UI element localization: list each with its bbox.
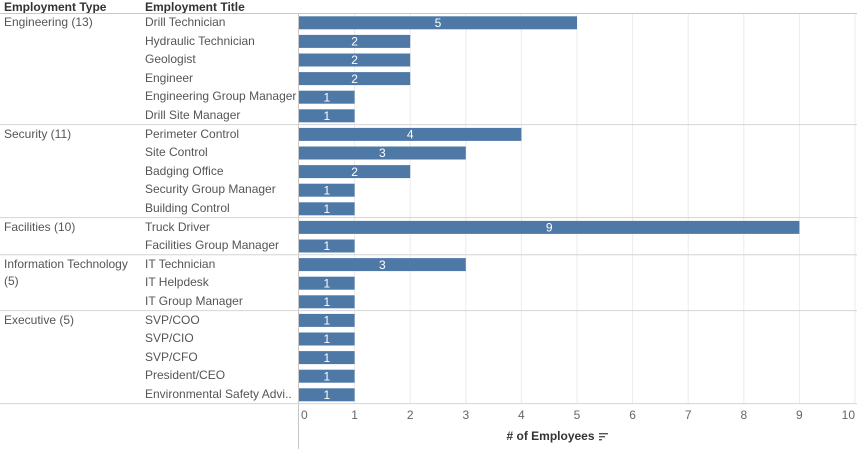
bar[interactable]	[299, 388, 355, 402]
bar-value-label: 2	[351, 72, 358, 86]
bar[interactable]	[299, 332, 355, 346]
x-tick-label: 3	[462, 408, 469, 422]
bar-value-label: 2	[351, 165, 358, 179]
x-tick-label: 10	[842, 408, 856, 422]
bar-value-label: 1	[323, 109, 330, 123]
bar-value-label: 1	[323, 369, 330, 383]
group-label[interactable]: Information Technology (5)	[4, 256, 128, 288]
bar-value-label: 1	[323, 351, 330, 365]
bar-value-label: 1	[323, 314, 330, 328]
bar-value-label: 2	[351, 53, 358, 67]
bar-value-label: 3	[379, 146, 386, 160]
x-tick-label: 4	[518, 408, 525, 422]
bar[interactable]	[299, 239, 355, 253]
x-tick-label: 6	[629, 408, 636, 422]
employment-type-header[interactable]: Employment Type	[4, 0, 107, 14]
bar[interactable]	[299, 351, 355, 365]
bar[interactable]	[299, 276, 355, 290]
x-tick-label: 0	[301, 408, 308, 422]
x-tick-label: 2	[407, 408, 414, 422]
x-tick-label: 7	[685, 408, 692, 422]
x-tick-label: 9	[796, 408, 803, 422]
bar[interactable]	[299, 127, 522, 141]
bar-value-label: 4	[407, 128, 414, 142]
bar-value-label: 1	[323, 202, 330, 216]
bar[interactable]	[299, 202, 355, 216]
bar[interactable]	[299, 109, 355, 123]
bar-value-label: 9	[546, 221, 553, 235]
employment-title-header[interactable]: Employment Title	[145, 0, 245, 14]
sort-descending-icon[interactable]	[598, 432, 608, 441]
x-tick-label: 5	[574, 408, 581, 422]
bar[interactable]	[299, 183, 355, 197]
group-label[interactable]: Facilities (10)	[4, 219, 76, 234]
bar[interactable]	[299, 16, 577, 30]
bar[interactable]	[299, 258, 466, 272]
bar[interactable]	[299, 90, 355, 104]
x-tick-label: 1	[351, 408, 358, 422]
x-axis-title[interactable]: # of Employees	[482, 429, 632, 443]
bar[interactable]	[299, 220, 800, 234]
bar[interactable]	[299, 369, 355, 383]
bar[interactable]	[299, 295, 355, 309]
group-label[interactable]: Security (11)	[4, 126, 72, 141]
x-tick-label: 8	[740, 408, 747, 422]
bar-value-label: 5	[435, 16, 442, 30]
bar-value-label: 1	[323, 90, 330, 104]
bar[interactable]	[299, 72, 411, 86]
bar[interactable]	[299, 53, 411, 67]
bar[interactable]	[299, 146, 466, 160]
bar[interactable]	[299, 313, 355, 327]
bar-value-label: 1	[323, 332, 330, 346]
bar-value-label: 1	[323, 239, 330, 253]
x-axis-title-text: # of Employees	[506, 429, 595, 443]
group-label[interactable]: Executive (5)	[4, 312, 75, 327]
group-label[interactable]: Engineering (13)	[4, 15, 93, 29]
bar[interactable]	[299, 34, 411, 48]
bar-value-label: 1	[323, 295, 330, 309]
bar-value-label: 1	[323, 388, 330, 402]
bar-value-label: 1	[323, 183, 330, 197]
bar[interactable]	[299, 165, 411, 179]
bar-value-label: 3	[379, 258, 386, 272]
bar-value-label: 1	[323, 276, 330, 290]
bar-value-label: 2	[351, 35, 358, 49]
